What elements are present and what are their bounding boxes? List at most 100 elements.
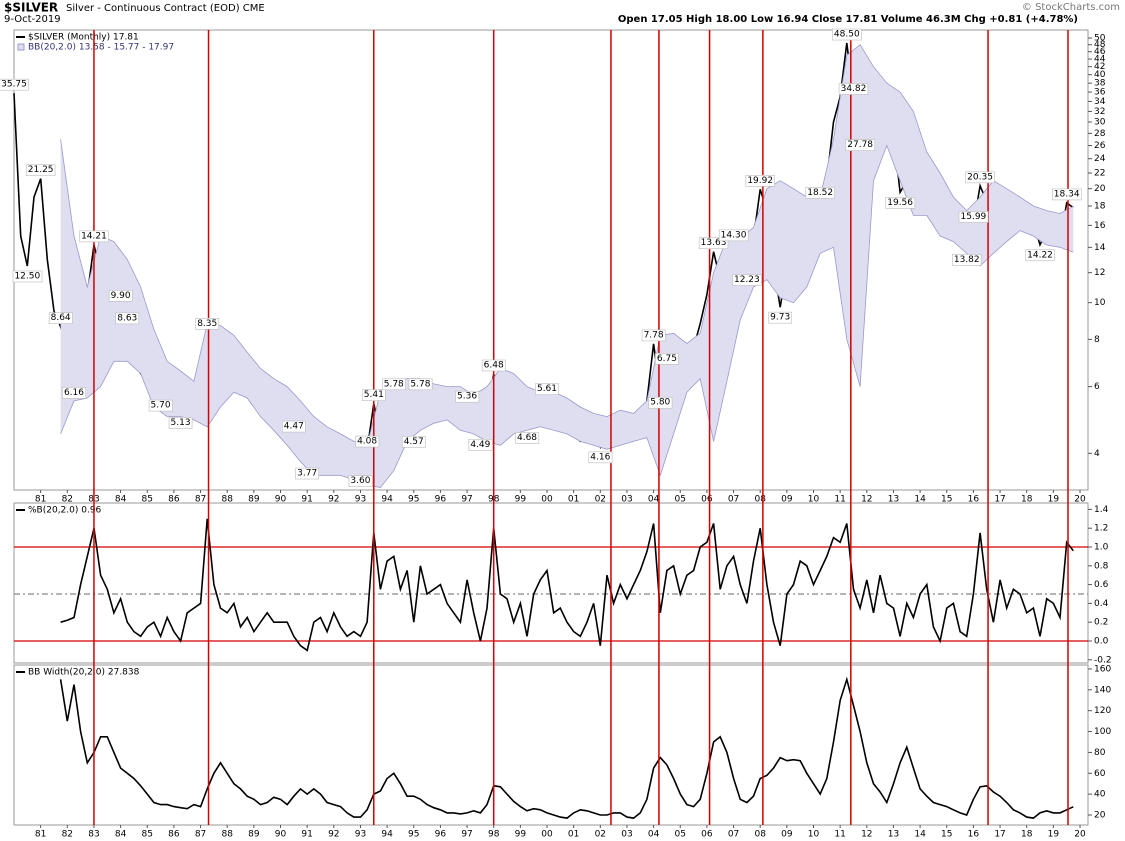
x-tick-label: 01 [568, 495, 579, 505]
annotation-box [295, 467, 319, 480]
annotation-label: 19.56 [887, 198, 913, 208]
legend-swatch [17, 43, 25, 51]
x-tick-label: 00 [541, 830, 553, 840]
y-tick-label: 80 [1094, 748, 1106, 758]
band-fill [60, 44, 1074, 488]
x-tick-label: 88 [221, 495, 233, 505]
x-tick-label: 96 [435, 495, 447, 505]
y-tick-label: 0.8 [1094, 561, 1109, 571]
x-tick-label: 04 [648, 495, 660, 505]
x-tick-label: 19 [1048, 830, 1060, 840]
panel-frame [13, 664, 1089, 826]
annotation-box [515, 432, 540, 444]
annotation-label: 5.61 [537, 384, 557, 394]
price-line [60, 518, 1074, 652]
y-tick-label: 20 [1094, 184, 1106, 194]
y-tick-label: 44 [1094, 55, 1106, 65]
y-tick-label: 100 [1094, 727, 1111, 737]
annotation-label: 5.80 [650, 398, 670, 408]
annotation-box [348, 475, 373, 487]
y-tick-label: 34 [1094, 97, 1106, 107]
x-tick-label: 18 [1021, 830, 1033, 840]
annotation-box [745, 175, 775, 187]
annotation-label: 5.13 [171, 418, 191, 428]
x-tick-label: 06 [701, 495, 713, 505]
x-tick-label: 89 [248, 495, 260, 505]
y-tick-label: 1.0 [1094, 542, 1109, 552]
x-tick-label: 04 [648, 830, 660, 840]
annotation-label: 19.92 [747, 176, 773, 186]
y-tick-label: 6 [1094, 382, 1100, 392]
x-tick-label: 09 [781, 830, 793, 840]
annotation-box [768, 311, 793, 324]
y-tick-label: 24 [1094, 154, 1106, 164]
annotation-box [535, 383, 559, 395]
y-tick-label: 8 [1094, 335, 1100, 345]
annotation-box [718, 229, 749, 242]
annotation-label: 34.82 [841, 84, 867, 94]
band-lower [60, 144, 1074, 488]
x-tick-label: 84 [115, 830, 127, 840]
x-tick-label: 17 [994, 830, 1005, 840]
y-tick-label: 160 [1094, 664, 1111, 674]
annotation-label: 20.35 [967, 172, 993, 182]
x-tick-label: 00 [541, 495, 553, 505]
x-tick-label: 14 [914, 830, 926, 840]
y-tick-label: 28 [1094, 129, 1106, 139]
x-tick-label: 03 [621, 495, 632, 505]
annotation-box [282, 420, 306, 433]
x-tick-label: 84 [115, 495, 127, 505]
legend-label: BB Width(20,2.0) 27.838 [28, 668, 140, 678]
annotation-label: 4.68 [517, 433, 537, 443]
annotation-box [62, 387, 87, 399]
annotation-label: 18.34 [1054, 189, 1080, 199]
y-tick-label: 26 [1094, 141, 1106, 151]
annotation-label: 12.23 [734, 275, 760, 285]
x-tick-label: 05 [675, 830, 686, 840]
annotation-label: 5.78 [384, 379, 404, 389]
annotation-label: 21.25 [28, 165, 54, 175]
x-tick-label: 89 [248, 830, 260, 840]
annotation-label: 9.73 [770, 313, 790, 323]
annotation-label: 8.35 [197, 319, 217, 329]
x-tick-label: 15 [941, 830, 952, 840]
annotation-box [12, 270, 43, 283]
annotation-box [148, 399, 173, 412]
annotation-label: 4.47 [284, 422, 304, 432]
annotation-box [401, 436, 426, 448]
x-tick-label: 11 [834, 830, 845, 840]
x-tick-label: 13 [888, 495, 899, 505]
panel-frame [13, 502, 1089, 664]
annotation-box [108, 290, 133, 302]
annotation-label: 3.60 [350, 476, 370, 486]
x-tick-label: 85 [142, 830, 153, 840]
annotation-label: 13.82 [954, 255, 980, 265]
x-tick-label: 82 [62, 830, 73, 840]
x-tick-label: 92 [328, 495, 339, 505]
annotation-label: 6.16 [64, 388, 84, 398]
annotation-box [25, 164, 56, 177]
x-tick-label: 06 [701, 830, 713, 840]
annotation-box [648, 396, 673, 409]
annotation-box [468, 439, 493, 451]
quote: Open 17.05 High 18.00 Low 16.94 Close 17… [618, 14, 1078, 25]
annotation-box [408, 378, 433, 391]
y-tick-label: 0.2 [1094, 618, 1108, 628]
legend-label: $SILVER (Monthly) 17.81 [28, 33, 139, 43]
x-tick-label: 86 [168, 830, 180, 840]
x-tick-label: 94 [381, 495, 393, 505]
y-tick-label: 60 [1094, 769, 1106, 779]
annotation-box [481, 359, 506, 372]
annotation-label: 48.50 [834, 30, 860, 40]
x-tick-label: 90 [275, 495, 287, 505]
x-tick-label: 09 [781, 495, 793, 505]
x-tick-label: 03 [621, 830, 632, 840]
x-tick-label: 05 [675, 495, 686, 505]
x-tick-label: 99 [515, 830, 527, 840]
annotation-label: 15.99 [961, 212, 987, 222]
x-tick-label: 99 [515, 495, 527, 505]
annotation-box [1051, 188, 1082, 201]
annotation-box [965, 171, 995, 184]
x-tick-label: 82 [62, 495, 73, 505]
